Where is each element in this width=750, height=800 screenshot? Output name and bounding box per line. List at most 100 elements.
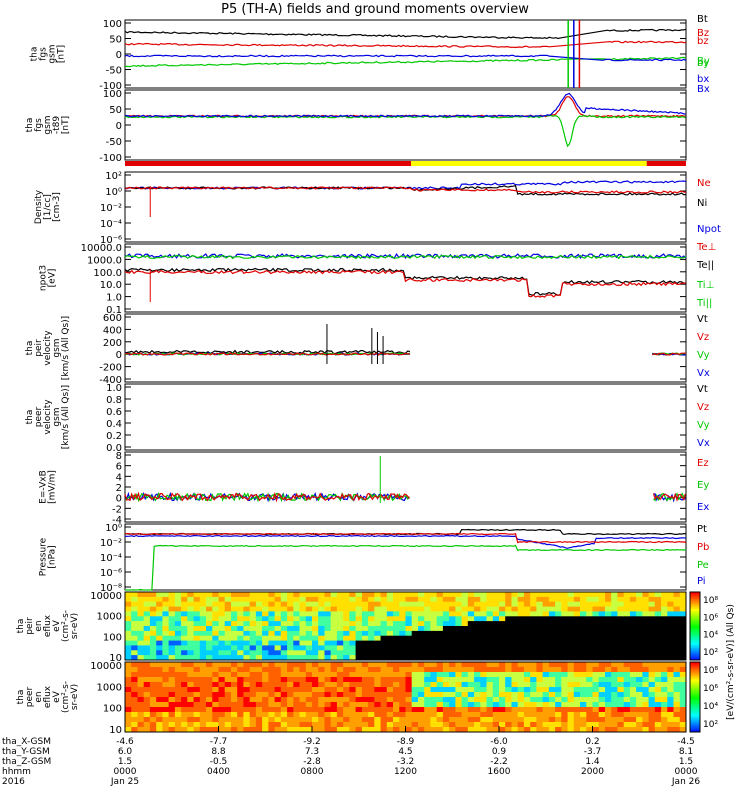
spec-cell <box>399 662 406 668</box>
spec-cell <box>511 667 519 673</box>
spec-cell <box>218 687 226 693</box>
spec-cell <box>374 640 381 646</box>
legend-pressure-0: Pt <box>697 524 707 535</box>
spec-cell <box>517 601 525 608</box>
spec-cell <box>212 682 219 688</box>
spec-cell <box>361 611 369 617</box>
y-axis-label: en <box>34 620 44 631</box>
spec-cell <box>648 692 656 698</box>
spec-cell <box>162 712 170 718</box>
spec-cell <box>648 645 656 651</box>
spec-cell <box>480 616 487 622</box>
spec-cell <box>274 727 282 733</box>
spec-cell <box>648 601 656 608</box>
spec-cell <box>424 692 431 698</box>
spec-cell <box>299 645 307 651</box>
spec-cell <box>642 596 650 603</box>
spec-cell <box>336 667 344 673</box>
spec-cell <box>511 630 519 637</box>
spec-cell <box>368 677 375 683</box>
spec-cell <box>374 707 381 713</box>
spec-cell <box>268 677 276 683</box>
spec-cell <box>293 677 300 683</box>
spec-cell <box>231 667 238 673</box>
colorbar-cell <box>690 674 700 677</box>
spec-cell <box>386 702 394 708</box>
spec-cell <box>374 592 381 598</box>
spec-cell <box>617 712 625 718</box>
colorbar-tick: 10⁸ <box>703 666 718 676</box>
colorbar-cell <box>690 716 700 719</box>
pressure-traces <box>124 528 687 591</box>
y-tick-label: 10⁻⁶ <box>100 235 122 246</box>
spec-cell <box>343 687 350 693</box>
spec-cell <box>424 662 431 668</box>
spec-cell <box>343 592 350 598</box>
spec-cell <box>349 692 357 698</box>
spec-cell <box>374 692 381 698</box>
spec-cell <box>125 611 132 617</box>
spec-cell <box>442 592 450 598</box>
spec-cell <box>617 601 625 608</box>
spec-cell <box>436 667 444 673</box>
spec-cell <box>368 621 375 627</box>
spec-cell <box>336 606 344 612</box>
spec-cell <box>318 626 325 632</box>
spec-cell <box>592 655 600 661</box>
spec-cell <box>393 702 400 708</box>
spec-cell <box>293 645 300 651</box>
spec-cell <box>318 621 325 627</box>
spec-cell <box>386 611 394 617</box>
spec-cell <box>206 712 213 718</box>
spec-cell <box>212 645 219 651</box>
spec-cell <box>442 722 450 728</box>
spec-cell <box>143 672 151 678</box>
spec-cell <box>168 616 176 622</box>
spec-cell <box>318 672 325 678</box>
spec-cell <box>218 707 226 713</box>
spec-cell <box>374 635 381 642</box>
spec-cell <box>561 635 568 642</box>
spec-cell <box>249 717 257 723</box>
spec-cell <box>393 655 400 661</box>
spec-cell <box>499 630 506 637</box>
spec-cell <box>636 717 643 723</box>
spec-cell <box>461 697 469 703</box>
spec-cell <box>467 682 475 688</box>
spec-cell <box>480 707 487 713</box>
spec-cell <box>673 692 681 698</box>
spec-cell <box>181 677 188 683</box>
spec-cell <box>411 697 419 703</box>
spec-cell <box>461 650 469 656</box>
spec-cell <box>249 655 257 661</box>
x-tick-label: -4.5 <box>677 737 695 747</box>
spec-cell <box>156 650 163 656</box>
spec-cell <box>474 655 481 661</box>
spec-cell <box>293 592 300 598</box>
spec-cell <box>511 722 519 728</box>
spec-cell <box>380 601 388 608</box>
spec-cell <box>430 692 438 698</box>
spec-cell <box>262 672 269 678</box>
spec-cell <box>255 662 263 668</box>
spec-cell <box>355 707 363 713</box>
spec-cell <box>567 606 575 612</box>
spec-cell <box>654 635 662 642</box>
spec-cell <box>299 630 307 637</box>
spec-cell <box>399 630 406 637</box>
spec-cell <box>293 682 300 688</box>
spec-cell <box>399 635 406 642</box>
spec-cell <box>654 592 662 598</box>
spec-cell <box>368 727 375 733</box>
spec-cell <box>418 592 425 598</box>
spec-cell <box>461 677 469 683</box>
spec-cell <box>187 727 194 733</box>
spec-cell <box>218 596 226 603</box>
spec-cell <box>349 592 357 598</box>
spec-cell <box>580 667 587 673</box>
x-tick-label: 1600 <box>488 767 511 777</box>
spec-cell <box>536 682 544 688</box>
spec-cell <box>561 630 568 637</box>
spec-cell <box>679 596 687 603</box>
spec-cell <box>461 640 469 646</box>
